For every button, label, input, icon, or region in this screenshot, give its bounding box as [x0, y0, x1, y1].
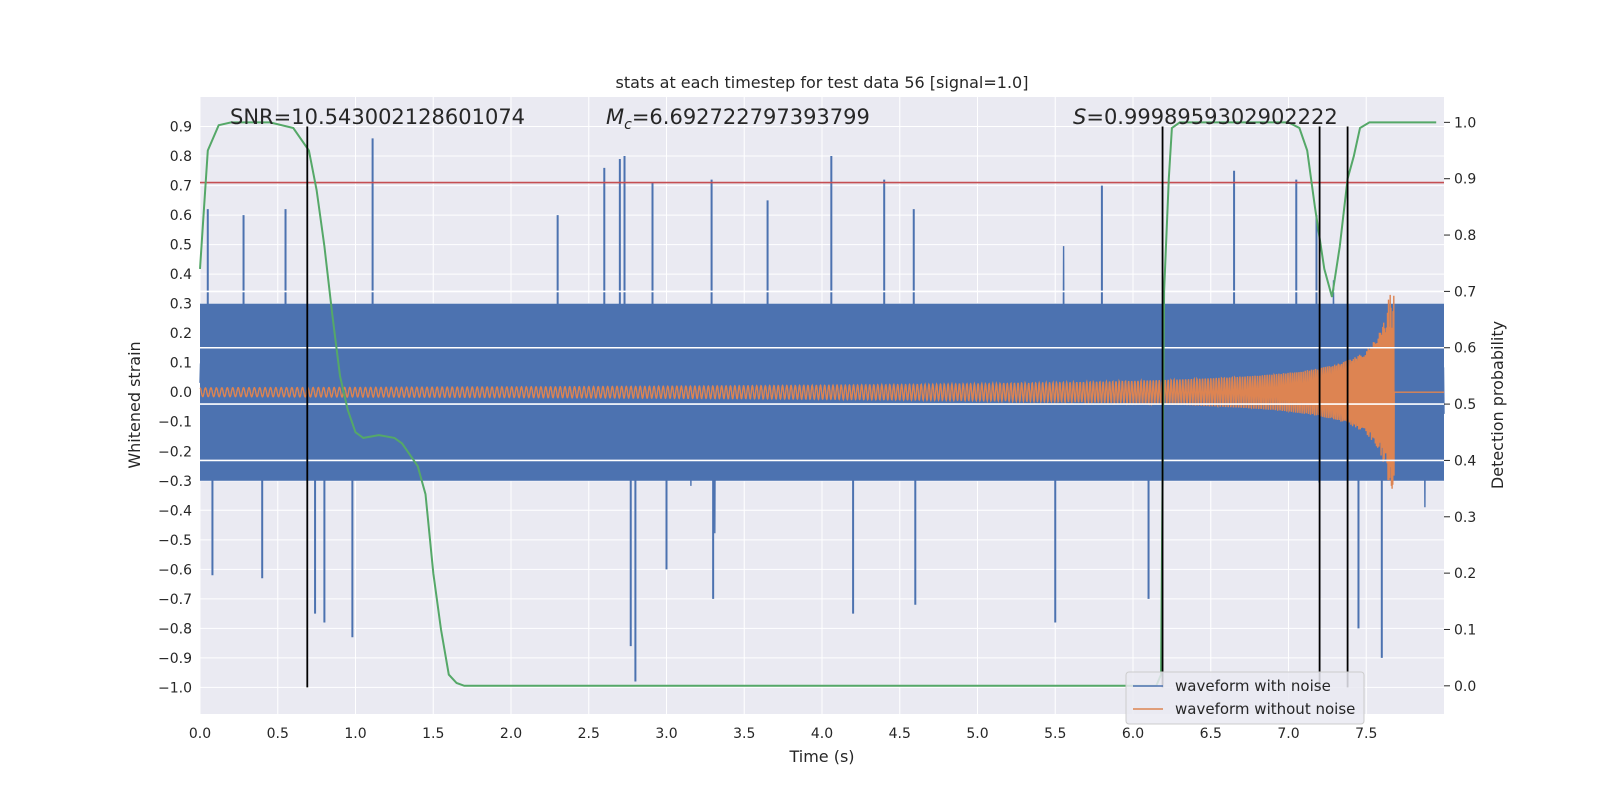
legend-label-clean: waveform without noise [1175, 700, 1355, 718]
s-symbol: S [1073, 105, 1086, 129]
legend-box [1125, 671, 1365, 725]
y-tick-label: 0.8 [170, 149, 192, 165]
y-tick-label: −0.2 [158, 444, 192, 460]
y2-tick-label: 0.1 [1454, 622, 1476, 638]
reference-lines [200, 181, 1444, 462]
y-tick-label: 0.2 [170, 326, 192, 342]
legend-label-noise: waveform with noise [1175, 677, 1331, 695]
chirp-mass-symbol: M [606, 105, 624, 129]
y-tick-label: −0.7 [158, 592, 192, 608]
x-tick-label: 5.0 [966, 726, 988, 742]
x-tick-label: 7.5 [1355, 726, 1377, 742]
detection-probability-line [199, 121, 1437, 687]
snr-annotation: SNR=10.543002128601074 [230, 105, 525, 129]
y2-tick-label: 0.8 [1454, 228, 1476, 244]
x-tick-label: 4.0 [811, 726, 833, 742]
x-tick-label: 7.0 [1277, 726, 1299, 742]
y2-tick-label: 0.3 [1454, 510, 1476, 526]
series-waveform-without-noise [199, 294, 1444, 489]
chirp-mass-subscript: c [624, 117, 632, 133]
y2-tick-label: 1.0 [1454, 115, 1476, 131]
y-tick-label: −0.6 [158, 562, 192, 578]
axis-ticks: 0.0 0.5 1.0 1.5 2.0 2.5 3.0 3.5 4.0 4.5 5.0 5.5 6.0 6… [158, 115, 1476, 742]
x-tick-label: 4.5 [889, 726, 911, 742]
y-tick-label: 0.1 [170, 356, 192, 372]
y2-tick-label: 0.0 [1454, 679, 1476, 695]
y-tick-label: 0.9 [170, 120, 192, 136]
y2-tick-label: 0.6 [1454, 341, 1476, 357]
x-axis-title: Time (s) [788, 747, 854, 766]
x-tick-label: 2.0 [500, 726, 522, 742]
x-tick-label: 2.5 [578, 726, 600, 742]
series-detection-probability [199, 121, 1437, 687]
y-tick-label: −0.9 [158, 651, 192, 667]
chirp-mass-annotation: Mc=6.692722797393799 [606, 105, 870, 133]
y2-tick-label: 0.9 [1454, 172, 1476, 188]
x-tick-label: 3.5 [733, 726, 755, 742]
y2-tick-label: 0.4 [1454, 453, 1476, 469]
y-tick-label: 0.4 [170, 267, 192, 283]
y2-tick-label: 0.7 [1454, 284, 1476, 300]
vertical-markers [306, 126, 1349, 688]
legend: waveform with noise waveform without noi… [1125, 671, 1365, 725]
x-tick-label: 6.5 [1200, 726, 1222, 742]
s-value: =0.9998959302902222 [1086, 105, 1337, 129]
y2-axis-title: Detection probability [1488, 321, 1507, 489]
y-tick-label: −0.4 [158, 503, 192, 519]
y-tick-label: −1.0 [158, 680, 192, 696]
y-tick-label: 0.7 [170, 179, 192, 195]
chart-title: stats at each timestep for test data 56 … [616, 73, 1029, 92]
s-annotation: S=0.9998959302902222 [1073, 105, 1338, 129]
x-tick-label: 0.0 [189, 726, 211, 742]
x-tick-label: 1.0 [344, 726, 366, 742]
x-tick-label: 0.5 [267, 726, 289, 742]
clean-waveform-line [199, 294, 1444, 489]
y-tick-label: −0.8 [158, 621, 192, 637]
y2-tick-label: 0.2 [1454, 566, 1476, 582]
y-tick-label: 0.3 [170, 297, 192, 313]
x-tick-label: 3.0 [655, 726, 677, 742]
y-tick-label: 0.5 [170, 238, 192, 254]
y-axis-title: Whitened strain [125, 341, 144, 468]
x-tick-label: 1.5 [422, 726, 444, 742]
y-tick-label: −0.1 [158, 415, 192, 431]
y-tick-label: 0.6 [170, 208, 192, 224]
y-tick-label: −0.3 [158, 474, 192, 490]
y2-tick-label: 0.5 [1454, 397, 1476, 413]
y-tick-label: 0.0 [170, 385, 192, 401]
y-tick-label: −0.5 [158, 533, 192, 549]
x-tick-label: 6.0 [1122, 726, 1144, 742]
chirp-mass-value: =6.692722797393799 [632, 105, 870, 129]
x-tick-label: 5.5 [1044, 726, 1066, 742]
